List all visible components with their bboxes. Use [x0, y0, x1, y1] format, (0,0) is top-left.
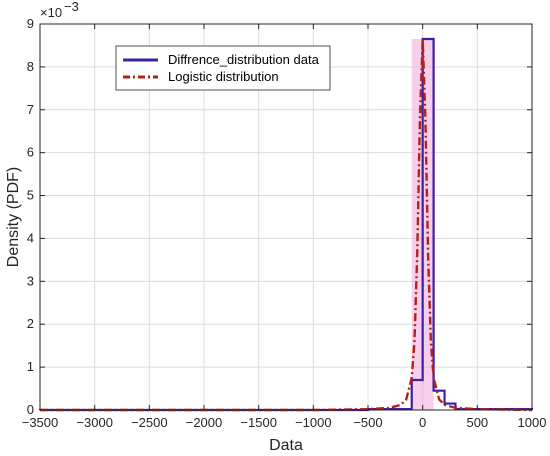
- x-tick-label: −3000: [76, 415, 113, 430]
- x-tick-label: −3500: [22, 415, 59, 430]
- legend-label-series-2: Logistic distribution: [168, 69, 279, 84]
- x-tick-label: 0: [419, 415, 426, 430]
- x-tick-label: −1000: [295, 415, 332, 430]
- y-tick-label: 0: [27, 402, 34, 417]
- y-tick-label: 1: [27, 359, 34, 374]
- tick-labels: −3500 −3000 −2500 −2000 −1500 −1000 −500 0 500 10…: [22, 16, 547, 430]
- x-axis-label: Data: [269, 437, 303, 454]
- x-tick-label: −2500: [131, 415, 168, 430]
- y-tick-label: 8: [27, 59, 34, 74]
- x-tick-label: −1500: [240, 415, 277, 430]
- x-tick-label: −2000: [186, 415, 223, 430]
- legend-box: [115, 45, 331, 91]
- y-tick-label: 7: [27, 102, 34, 117]
- series-2-line: [40, 38, 533, 412]
- x-tick-label: −500: [353, 415, 382, 430]
- x-tick-label: 500: [466, 415, 488, 430]
- y-tick-label: 4: [27, 230, 34, 245]
- y-tick-label: 6: [27, 145, 34, 160]
- y-exponent: ×10 −3: [40, 0, 79, 20]
- y-tick-label: 3: [27, 273, 34, 288]
- y-exponent-power: −3: [64, 0, 79, 14]
- x-tick-label: 1000: [518, 415, 547, 430]
- axes-box: [39, 23, 533, 411]
- y-tick-label: 9: [27, 16, 34, 31]
- legend-label-series-1: Diffrence_distribution data: [168, 52, 320, 67]
- y-exponent-base: ×10: [40, 5, 62, 20]
- ticks: [39, 23, 533, 411]
- y-tick-label: 2: [27, 316, 34, 331]
- legend: Diffrence_distribution data Logistic dis…: [115, 45, 331, 91]
- y-axis-label: Density (PDF): [5, 167, 22, 267]
- y-tick-label: 5: [27, 188, 34, 203]
